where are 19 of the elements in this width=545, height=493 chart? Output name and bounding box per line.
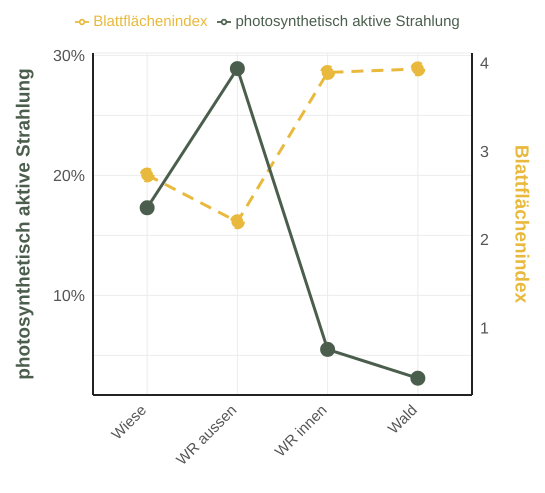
- point: [410, 61, 426, 76]
- y2-axis-title: Blattflächenindex: [510, 144, 532, 304]
- y2-tick-label: 3: [480, 144, 489, 161]
- legend-label: Blattflächenindex: [93, 13, 208, 30]
- y-axis-title: photosynthetisch aktive Strahlung: [14, 68, 35, 380]
- y-tick-label: 10%: [52, 288, 85, 306]
- y-tick-label: 20%: [52, 168, 85, 186]
- y2-tick-label: 2: [480, 232, 489, 250]
- point: [140, 167, 155, 182]
- point: [140, 200, 155, 216]
- legend-label: photosynthetisch aktive Strahlung: [235, 13, 460, 30]
- y2-tick-label: 4: [480, 55, 489, 72]
- point: [320, 64, 336, 80]
- point: [320, 342, 336, 357]
- y-tick-label: 30%: [52, 48, 85, 66]
- point: [410, 370, 426, 386]
- y2-tick-label: 1: [480, 320, 489, 338]
- point: [230, 214, 245, 230]
- point: [230, 61, 245, 76]
